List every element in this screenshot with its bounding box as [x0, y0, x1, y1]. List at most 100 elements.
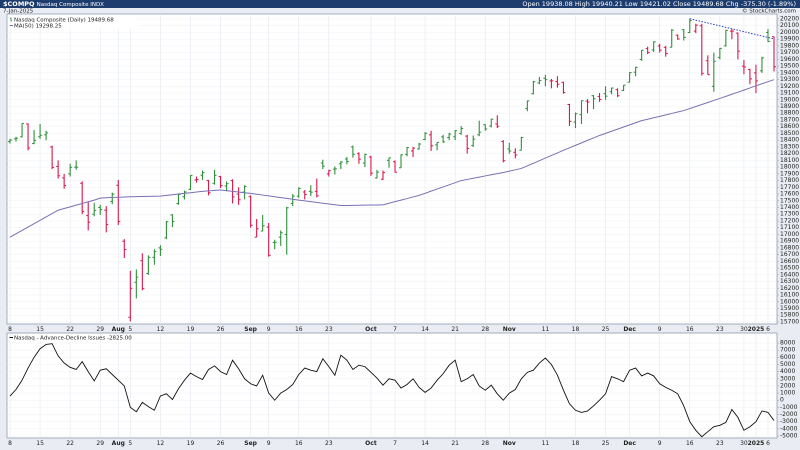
y-tick-label: 19200: [780, 83, 799, 90]
x-tick-label: 5: [128, 440, 132, 447]
y-tick-label: 20000: [780, 29, 799, 36]
y-tick-label: -5000: [780, 432, 798, 439]
x-tick-label: 9: [658, 326, 662, 333]
y-tick-label: 16100: [780, 292, 799, 299]
y-tick-label: 0: [780, 397, 784, 404]
header-quote: Open 19938.08 High 19940.21 Low 19421.02…: [522, 0, 796, 8]
header-title: $COMPQ Nasdaq Composite INDX: [3, 0, 104, 8]
y-tick-label: 16500: [780, 265, 799, 272]
x-tick-label: 25: [602, 440, 610, 447]
x-tick-label: 5: [128, 326, 132, 333]
price-legend: Nasdaq Composite (Daily) 19489.68 MA(50)…: [9, 16, 139, 29]
y-tick-label: 19100: [780, 90, 799, 97]
x-tick-label: 6: [766, 440, 770, 447]
y-tick-label: 17500: [780, 197, 799, 204]
breadth-panel: [6, 332, 778, 439]
y-tick-label: 17900: [780, 170, 799, 177]
x-tick-label: 16: [686, 440, 694, 447]
x-tick-label: Aug: [112, 440, 125, 447]
x-tick-label: 22: [66, 326, 74, 333]
legend-entry: Nasdaq - Advance-Decline Issues -2825.00: [14, 335, 132, 341]
x-tick-label: 23: [325, 440, 333, 447]
x-tick-label: 16: [295, 326, 303, 333]
y-tick-label: 18200: [780, 150, 799, 157]
y-tick-label: 19700: [780, 49, 799, 56]
quote-label: Close: [673, 0, 691, 8]
breadth-legend: Nasdaq - Advance-Decline Issues -2825.00: [9, 335, 132, 341]
x-tick-label: 8: [8, 440, 12, 447]
y-tick-label: 16400: [780, 271, 799, 278]
quote-value: -375.30 (-1.89%): [741, 0, 796, 8]
legend-value: 19298.25: [36, 23, 63, 29]
header-bar: [0, 0, 800, 8]
x-tick-label: 9: [267, 326, 271, 333]
x-tick-label: 15: [36, 326, 44, 333]
x-tick-label: Dec: [623, 326, 636, 333]
price-panel: [6, 13, 778, 325]
quote-value: 19940.21: [592, 0, 623, 8]
x-tick-label: 22: [66, 440, 74, 447]
y-tick-label: -3000: [780, 418, 798, 425]
x-tick-label: 7: [393, 326, 397, 333]
y-tick-label: 19000: [780, 96, 799, 103]
legend-value: 19489.68: [88, 17, 115, 23]
y-tick-label: 18900: [780, 103, 799, 110]
x-tick-label: 28: [481, 326, 489, 333]
x-tick-label: 26: [217, 440, 225, 447]
x-tick-label: Nov: [503, 326, 516, 333]
x-tick-label: 15: [36, 440, 44, 447]
y-tick-label: 8000: [780, 340, 795, 347]
y-tick-label: 16600: [780, 258, 799, 265]
y-tick-label: 17700: [780, 184, 799, 191]
y-tick-label: 4000: [780, 368, 795, 375]
y-tick-label: 18100: [780, 157, 799, 164]
y-tick-label: 17600: [780, 191, 799, 198]
y-tick-label: 18800: [780, 110, 799, 117]
x-tick-label: 26: [217, 326, 225, 333]
y-tick-label: 17400: [780, 204, 799, 211]
y-tick-label: 16900: [780, 238, 799, 245]
y-tick-label: 18000: [780, 164, 799, 171]
moving-average: [9, 79, 775, 238]
y-tick-label: 16300: [780, 278, 799, 285]
legend-label: Nasdaq Composite (Daily): [14, 17, 86, 23]
x-tick-label: 23: [325, 326, 333, 333]
y-tick-label: 15800: [780, 312, 799, 319]
y-tick-label: 19600: [780, 56, 799, 63]
x-tick-label: 18: [572, 440, 580, 447]
x-tick-label: Dec: [623, 440, 636, 447]
x-tick-label: 29: [96, 326, 104, 333]
x-tick-label: 25: [602, 326, 610, 333]
x-tick-label: 23: [716, 440, 724, 447]
y-tick-label: 5000: [780, 361, 795, 368]
breadth-line: [9, 343, 775, 438]
x-tick-label: Aug: [112, 326, 125, 333]
y-tick-label: 16800: [780, 244, 799, 251]
trend-line: [689, 18, 775, 40]
x-tick-label: 12: [157, 326, 165, 333]
legend-value: -2825.00: [107, 335, 132, 341]
legend-icon: [10, 17, 12, 22]
y-tick-label: 1000: [780, 390, 795, 397]
y-tick-label: 17300: [780, 211, 799, 218]
y-tick-label: 19400: [780, 69, 799, 76]
y-tick-label: 18400: [780, 137, 799, 144]
y-tick-label: -2000: [780, 411, 798, 418]
quote-value: 19421.02: [640, 0, 671, 8]
legend-entry: Nasdaq Composite (Daily) 19489.68: [14, 17, 114, 23]
x-tick-label: 29: [96, 440, 104, 447]
y-tick-label: 18600: [780, 123, 799, 130]
x-tick-label: 14: [421, 326, 429, 333]
date: 7-Jan-2025: [3, 9, 34, 15]
y-tick-label: 16000: [780, 298, 799, 305]
legend-label: Nasdaq - Advance-Decline Issues: [14, 335, 105, 341]
x-tick-label: 9: [658, 440, 662, 447]
x-tick-label: Oct: [365, 440, 377, 447]
x-tick-label: Nov: [503, 440, 516, 447]
x-tick-label: 19: [187, 440, 195, 447]
y-tick-label: 17000: [780, 231, 799, 238]
x-tick-label: 12: [157, 440, 165, 447]
x-tick-label: Oct: [365, 326, 377, 333]
x-tick-label: 30: [740, 326, 748, 333]
